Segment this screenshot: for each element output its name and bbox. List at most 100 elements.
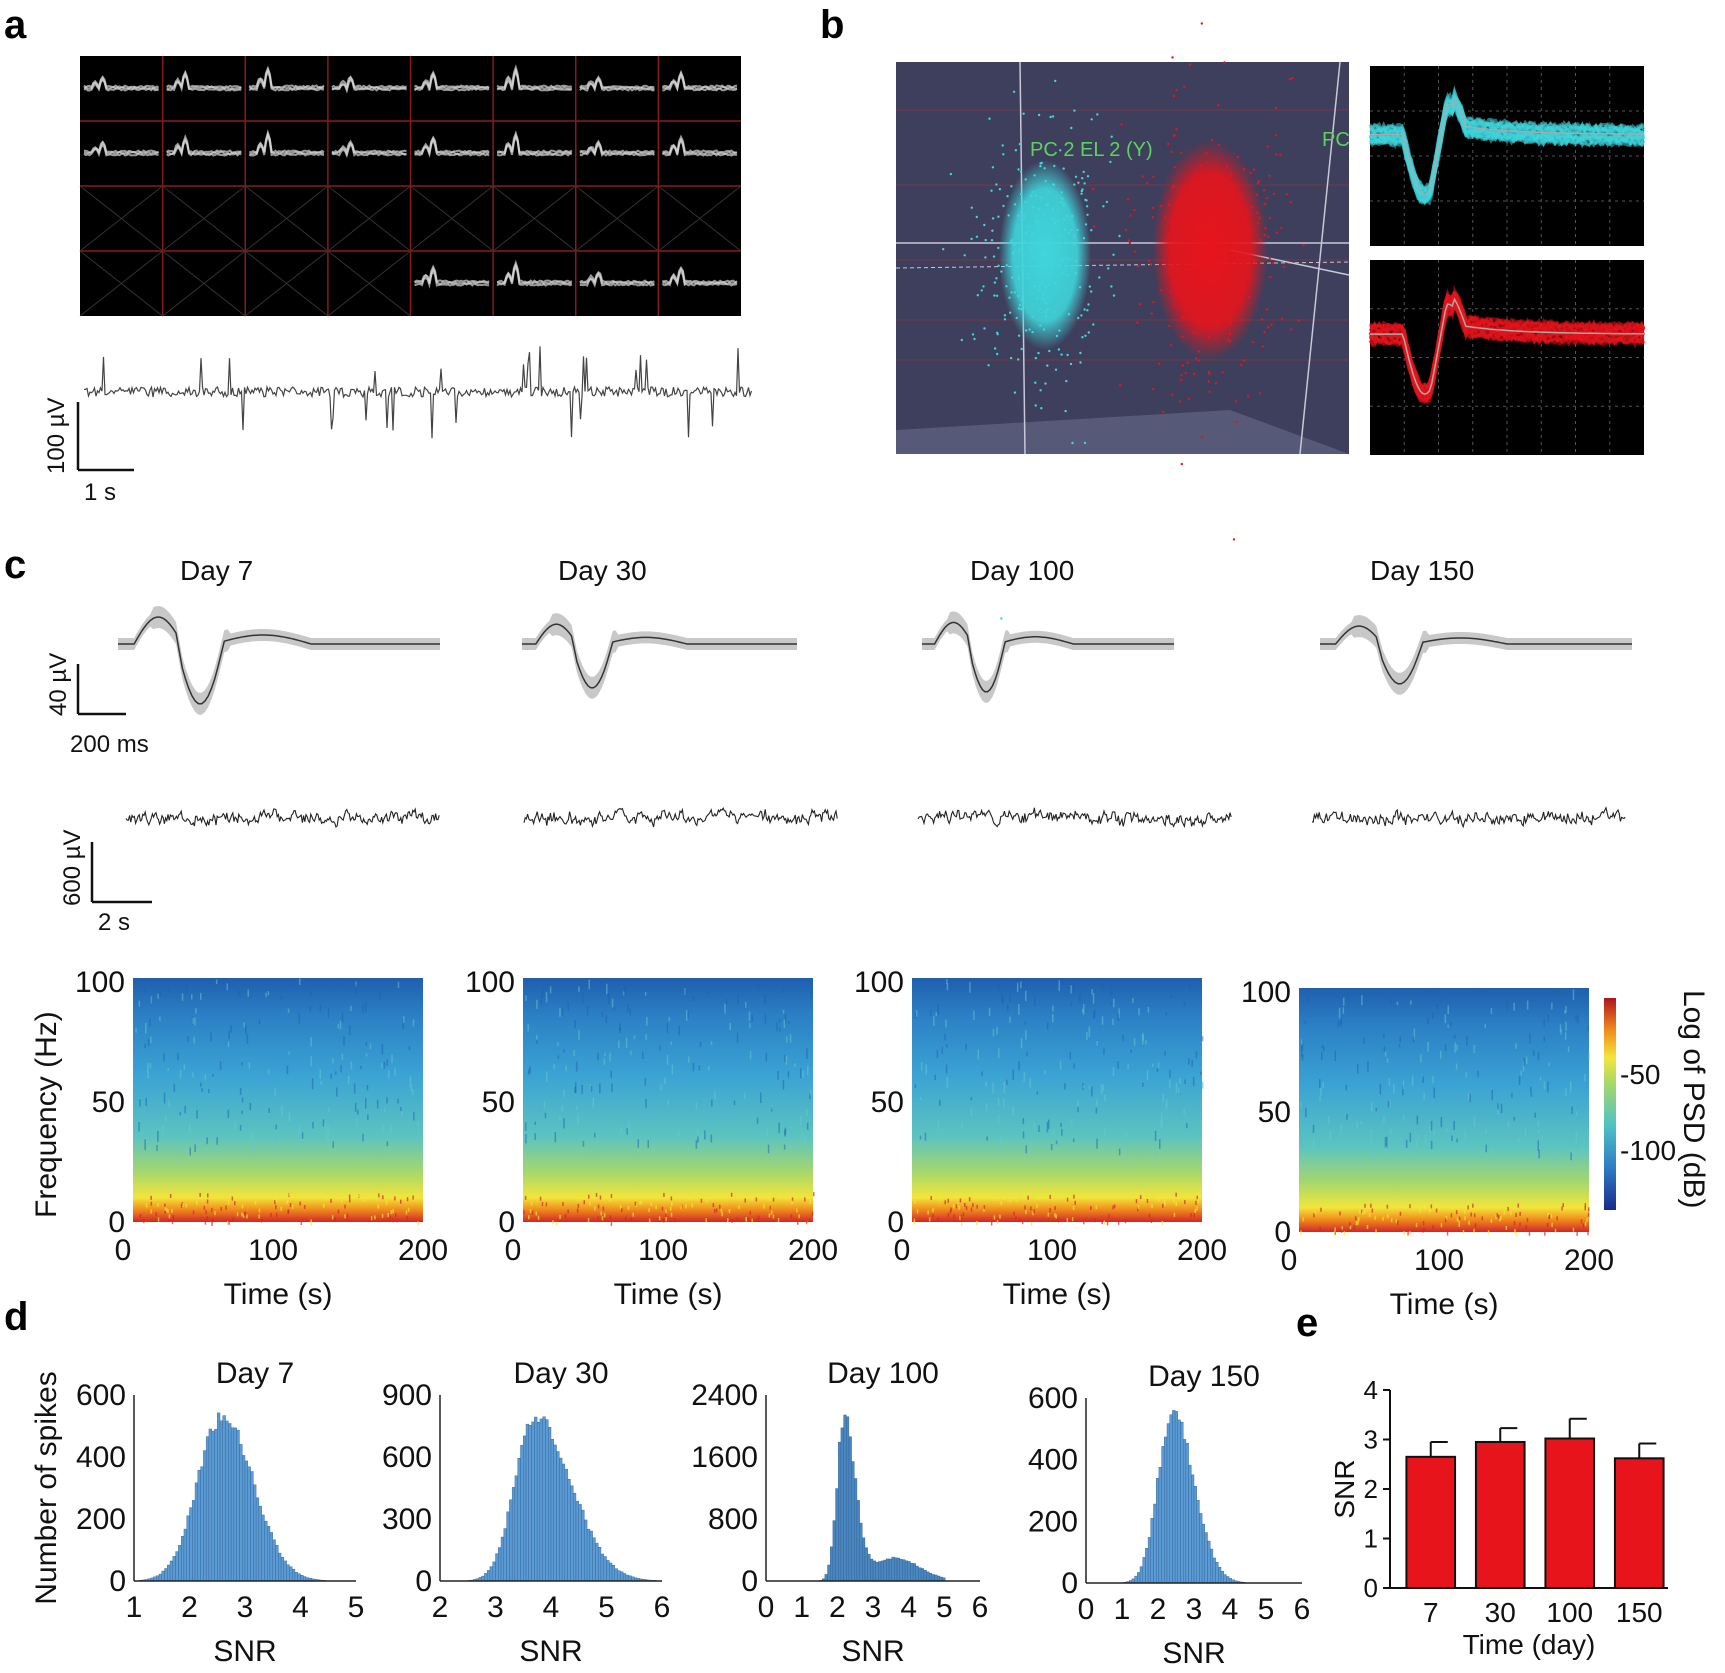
- histogram-1-bar: [559, 1457, 563, 1582]
- histogram-1-bar: [498, 1547, 502, 1582]
- histogram-3-bar: [1226, 1576, 1230, 1584]
- snr-ylabel: SNR: [1329, 1459, 1360, 1518]
- histogram-3-ytick: 400: [1028, 1444, 1078, 1477]
- spectro-1-ytick: 0: [498, 1206, 515, 1239]
- histogram-3-xtick: 2: [1150, 1593, 1167, 1626]
- histogram-0-ytick: 200: [76, 1503, 126, 1536]
- histogram-2-xtick: 1: [793, 1591, 810, 1624]
- histogram-1-bar: [509, 1499, 513, 1582]
- histogram-1-bar: [567, 1479, 571, 1582]
- histogram-1-bar: [500, 1536, 505, 1582]
- day-label-30: Day 30: [558, 555, 647, 586]
- histogram-0-bar: [164, 1568, 168, 1582]
- histogram-0-bar: [255, 1497, 260, 1582]
- snr-xtick-2: 100: [1546, 1597, 1593, 1628]
- histogram-3-bar: [1212, 1557, 1216, 1584]
- histogram-3-bar: [1147, 1537, 1151, 1584]
- histogram-1-bar: [561, 1463, 566, 1582]
- histogram-0-bar: [189, 1507, 193, 1582]
- histogram-3-bar: [1199, 1513, 1203, 1584]
- panel-b-axis-label-2: PC: [1322, 129, 1350, 151]
- histogram-2-xtick: 2: [829, 1591, 846, 1624]
- histogram-1-bar: [606, 1560, 610, 1582]
- histogram-2-bar: [912, 1563, 917, 1582]
- panel-a-raw-trace: 100 µV 1 s: [43, 346, 753, 506]
- histogram-0-bar: [192, 1500, 196, 1582]
- histogram-1-bar: [525, 1423, 529, 1582]
- colorbar: [1604, 998, 1616, 1210]
- histogram-2-bar: [848, 1436, 852, 1582]
- spectro-2-ytick: 50: [871, 1086, 904, 1119]
- histogram-0-bar: [294, 1572, 298, 1582]
- histogram-0-bar: [269, 1532, 273, 1582]
- spectro-1-xtick: 0: [505, 1234, 522, 1267]
- histogram-2-bar: [851, 1461, 855, 1582]
- histogram-1-bar: [625, 1574, 629, 1582]
- day-label-100: Day 100: [970, 555, 1074, 586]
- histogram-1-bar: [609, 1562, 613, 1582]
- histogram-2-bar: [915, 1565, 919, 1582]
- histogram-0-ytick: 600: [76, 1379, 126, 1412]
- snr-xtick-1: 30: [1485, 1597, 1516, 1628]
- spectro-3-xtick: 0: [1281, 1244, 1298, 1277]
- histogram-2-bar: [872, 1560, 876, 1582]
- histogram-2-bar: [862, 1537, 866, 1582]
- snr-bar-chart: 7 30 100 150 0 1 2 3 4 SNR Time (day): [1329, 1375, 1668, 1660]
- spectro-2-xlabel: Time (s): [1003, 1278, 1112, 1311]
- histogram-2-bar: [843, 1414, 847, 1582]
- histogram-2-bar: [891, 1556, 895, 1582]
- histogram-0-bar: [205, 1436, 210, 1582]
- spike-band-3: [1320, 615, 1632, 695]
- histogram-2-ytick: 800: [708, 1503, 758, 1536]
- histogram-1-bar: [622, 1573, 627, 1582]
- spike-mean-0: [118, 616, 440, 705]
- histogram-2-bar: [894, 1557, 898, 1582]
- histogram-1-title: Day 30: [513, 1357, 608, 1390]
- snr-ytick: 3: [1364, 1425, 1378, 1455]
- histogram-2-bar: [907, 1561, 911, 1582]
- histogram-3-bar: [1185, 1443, 1189, 1584]
- histogram-3-bar: [1145, 1548, 1149, 1584]
- histogram-2-bar: [937, 1575, 941, 1582]
- histogram-0-bar: [242, 1455, 246, 1582]
- panel-letter-b: b: [820, 3, 844, 47]
- histogram-1-bar: [592, 1537, 596, 1582]
- lfp-scale-y: 600 µV: [59, 829, 86, 906]
- histogram-0-xtick: 5: [348, 1591, 365, 1624]
- histogram-2-bar: [896, 1557, 900, 1582]
- histogram-1-xlabel: SNR: [519, 1635, 582, 1668]
- histogram-3-bar: [1207, 1540, 1211, 1584]
- histogram-0-bar: [300, 1575, 304, 1582]
- histogram-1-bar: [584, 1519, 588, 1582]
- day-label-7: Day 7: [180, 555, 253, 586]
- histogram-2-bar: [899, 1559, 903, 1582]
- histogram-1-bar: [595, 1542, 599, 1582]
- histogram-0-bar: [261, 1514, 265, 1582]
- histogram-0-xtick: 4: [292, 1591, 309, 1624]
- spectro-0-xtick: 200: [398, 1234, 448, 1267]
- histogram-2-bar: [824, 1574, 828, 1582]
- snr-xlabel: Time (day): [1463, 1629, 1596, 1660]
- histogram-2-bar: [904, 1560, 908, 1582]
- histogram-1-bar: [614, 1568, 618, 1582]
- histogram-0-bar: [272, 1539, 276, 1582]
- spectro-0-ytick: 100: [75, 966, 125, 999]
- snr-bar-2: [1544, 1437, 1596, 1590]
- histogram-2-bar: [910, 1562, 914, 1582]
- colorbar-tick-50: -50: [1620, 1059, 1660, 1090]
- histogram-2-bar: [888, 1558, 892, 1582]
- histogram-0-bar: [244, 1460, 248, 1582]
- histogram-1-ytick: 900: [382, 1379, 432, 1412]
- spectro-0-xtick: 0: [115, 1234, 132, 1267]
- histogram-0-bar: [267, 1526, 271, 1582]
- spectrogram-3: 0 50 100 0 100 200 Time (s): [1241, 976, 1614, 1321]
- histogram-2-bar: [920, 1568, 925, 1582]
- histogram-1-bar: [581, 1509, 585, 1582]
- panel-b-waveform-cyan: [1368, 66, 1646, 246]
- histogram-0-bar: [253, 1484, 257, 1582]
- histogram-1-ytick: 300: [382, 1503, 432, 1536]
- histogram-0-bar: [183, 1528, 187, 1582]
